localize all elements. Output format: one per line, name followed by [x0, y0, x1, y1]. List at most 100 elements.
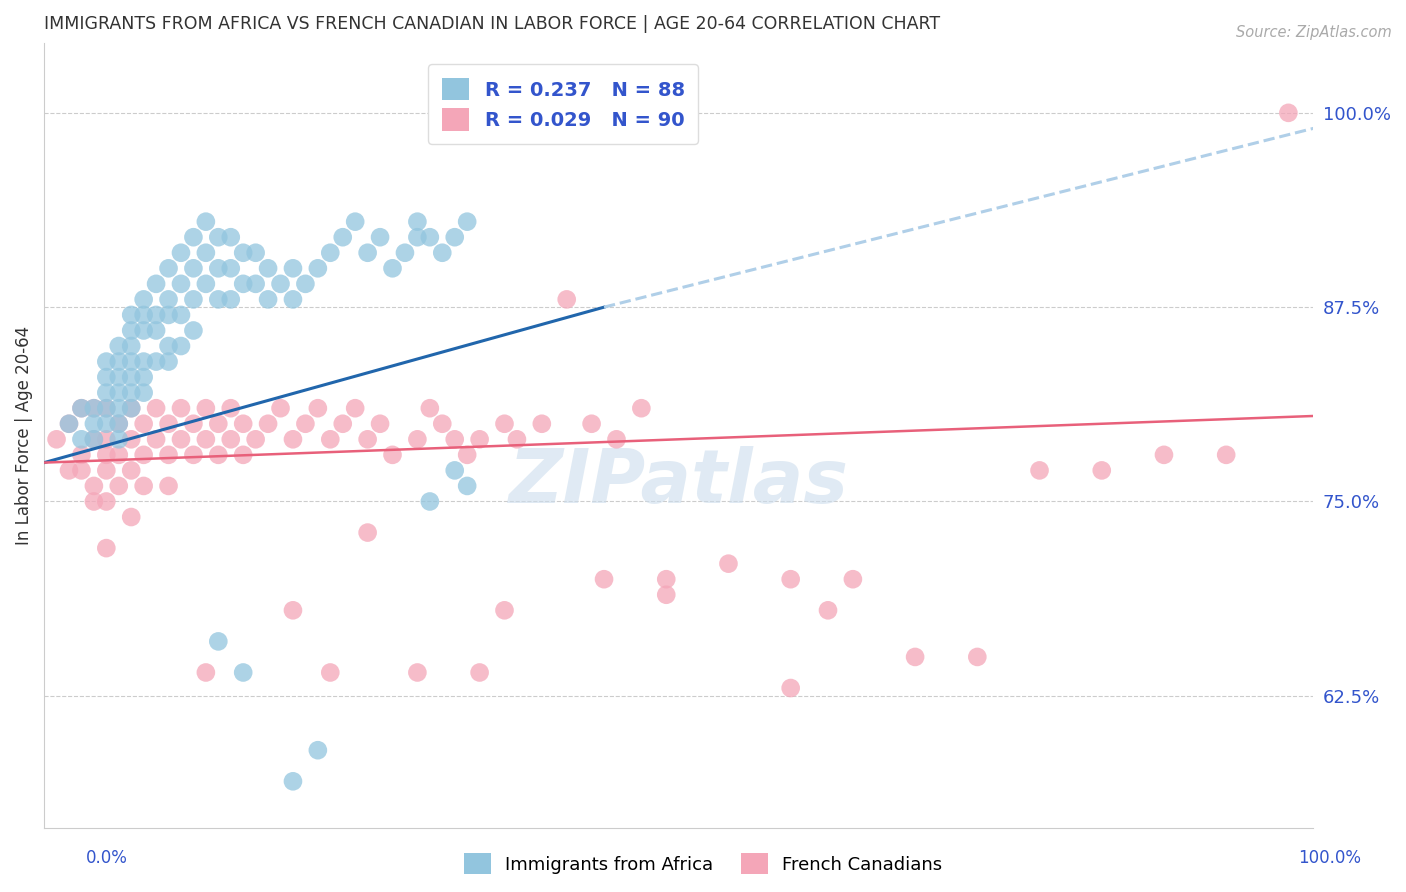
Point: [207, 634, 229, 648]
Point: [368, 417, 391, 431]
Point: [145, 308, 167, 322]
Point: [96, 494, 118, 508]
Point: [194, 401, 217, 416]
Point: [381, 261, 404, 276]
Point: [530, 417, 553, 431]
Point: [966, 649, 988, 664]
Point: [319, 245, 342, 260]
Point: [219, 261, 242, 276]
Point: [219, 401, 242, 416]
Point: [194, 215, 217, 229]
Point: [1153, 448, 1175, 462]
Y-axis label: In Labor Force | Age 20-64: In Labor Force | Age 20-64: [15, 326, 32, 545]
Point: [157, 339, 180, 353]
Point: [494, 417, 516, 431]
Point: [96, 401, 118, 416]
Point: [232, 417, 254, 431]
Point: [96, 370, 118, 384]
Point: [207, 261, 229, 276]
Point: [281, 774, 304, 789]
Point: [58, 417, 80, 431]
Point: [145, 323, 167, 337]
Point: [96, 432, 118, 446]
Point: [257, 417, 280, 431]
Text: Source: ZipAtlas.com: Source: ZipAtlas.com: [1236, 25, 1392, 40]
Point: [219, 230, 242, 244]
Point: [432, 245, 454, 260]
Point: [120, 370, 142, 384]
Point: [96, 354, 118, 368]
Text: ZIPatlas: ZIPatlas: [509, 446, 849, 519]
Point: [655, 572, 678, 586]
Point: [270, 277, 292, 291]
Point: [83, 401, 105, 416]
Point: [194, 665, 217, 680]
Point: [120, 401, 142, 416]
Point: [319, 432, 342, 446]
Point: [145, 354, 167, 368]
Point: [381, 448, 404, 462]
Point: [207, 448, 229, 462]
Point: [779, 572, 801, 586]
Point: [630, 401, 652, 416]
Point: [817, 603, 839, 617]
Point: [904, 649, 927, 664]
Point: [83, 432, 105, 446]
Point: [96, 385, 118, 400]
Point: [232, 277, 254, 291]
Point: [120, 432, 142, 446]
Point: [183, 293, 205, 307]
Point: [157, 308, 180, 322]
Point: [96, 417, 118, 431]
Point: [245, 245, 267, 260]
Point: [655, 588, 678, 602]
Point: [83, 479, 105, 493]
Point: [717, 557, 740, 571]
Point: [120, 308, 142, 322]
Point: [281, 261, 304, 276]
Point: [1215, 448, 1237, 462]
Point: [83, 401, 105, 416]
Point: [605, 432, 627, 446]
Point: [70, 463, 93, 477]
Point: [406, 432, 429, 446]
Point: [842, 572, 865, 586]
Point: [394, 245, 416, 260]
Point: [443, 230, 465, 244]
Point: [779, 681, 801, 695]
Point: [132, 479, 155, 493]
Point: [419, 494, 441, 508]
Point: [132, 417, 155, 431]
Point: [555, 293, 578, 307]
Point: [270, 401, 292, 416]
Point: [96, 463, 118, 477]
Point: [120, 510, 142, 524]
Point: [406, 215, 429, 229]
Point: [232, 245, 254, 260]
Point: [96, 448, 118, 462]
Point: [356, 525, 378, 540]
Point: [132, 448, 155, 462]
Point: [157, 448, 180, 462]
Point: [170, 308, 193, 322]
Point: [281, 432, 304, 446]
Point: [120, 339, 142, 353]
Point: [443, 432, 465, 446]
Text: 100.0%: 100.0%: [1299, 849, 1361, 867]
Point: [107, 448, 129, 462]
Point: [132, 308, 155, 322]
Point: [194, 432, 217, 446]
Point: [468, 432, 491, 446]
Point: [494, 603, 516, 617]
Point: [581, 417, 603, 431]
Point: [344, 401, 367, 416]
Point: [307, 401, 329, 416]
Point: [83, 432, 105, 446]
Point: [170, 245, 193, 260]
Text: 0.0%: 0.0%: [86, 849, 128, 867]
Point: [183, 417, 205, 431]
Point: [194, 245, 217, 260]
Point: [132, 385, 155, 400]
Point: [170, 339, 193, 353]
Point: [83, 417, 105, 431]
